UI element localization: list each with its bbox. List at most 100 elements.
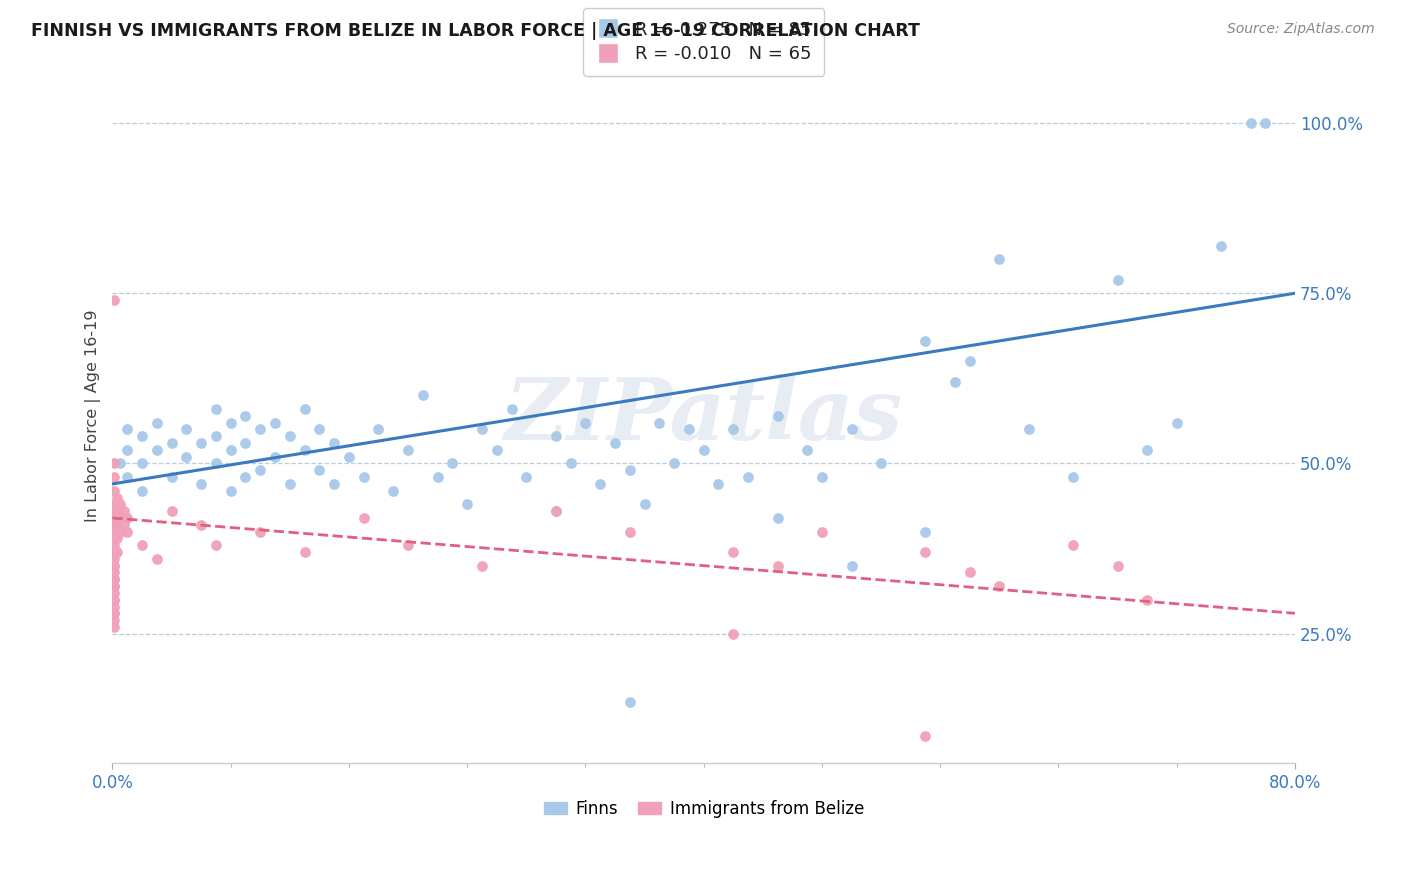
Point	[574, 416, 596, 430]
Point	[103, 517, 125, 532]
Point	[1240, 116, 1263, 130]
Point	[811, 470, 834, 484]
Point	[103, 620, 125, 634]
Point	[219, 442, 242, 457]
Point	[323, 477, 346, 491]
Point	[337, 450, 360, 464]
Point	[103, 470, 125, 484]
Point	[103, 572, 125, 586]
Point	[1062, 470, 1084, 484]
Point	[766, 511, 789, 525]
Point	[176, 422, 198, 436]
Point	[105, 517, 128, 532]
Point	[603, 436, 626, 450]
Point	[501, 402, 523, 417]
Point	[959, 354, 981, 368]
Point	[988, 252, 1011, 267]
Point	[235, 409, 257, 423]
Point	[108, 524, 131, 539]
Point	[619, 524, 641, 539]
Point	[112, 504, 135, 518]
Point	[103, 558, 125, 573]
Point	[108, 511, 131, 525]
Point	[103, 545, 125, 559]
Point	[1107, 272, 1129, 286]
Point	[131, 429, 153, 443]
Point	[1254, 116, 1277, 130]
Point	[115, 511, 138, 525]
Point	[914, 729, 936, 743]
Point	[396, 538, 419, 552]
Point	[1209, 238, 1232, 252]
Text: ZIPatlas: ZIPatlas	[505, 374, 903, 458]
Point	[190, 436, 212, 450]
Point	[103, 592, 125, 607]
Point	[766, 558, 789, 573]
Point	[105, 491, 128, 505]
Point	[1136, 592, 1159, 607]
Point	[219, 416, 242, 430]
Point	[115, 422, 138, 436]
Point	[190, 477, 212, 491]
Point	[103, 524, 125, 539]
Point	[145, 442, 167, 457]
Text: FINNISH VS IMMIGRANTS FROM BELIZE IN LABOR FORCE | AGE 16-19 CORRELATION CHART: FINNISH VS IMMIGRANTS FROM BELIZE IN LAB…	[31, 22, 920, 40]
Point	[544, 504, 567, 518]
Point	[723, 545, 745, 559]
Point	[811, 524, 834, 539]
Point	[959, 566, 981, 580]
Point	[648, 416, 671, 430]
Point	[678, 422, 700, 436]
Point	[456, 497, 478, 511]
Point	[723, 626, 745, 640]
Point	[294, 545, 316, 559]
Point	[219, 483, 242, 498]
Point	[103, 545, 125, 559]
Point	[176, 450, 198, 464]
Point	[308, 422, 330, 436]
Point	[249, 463, 271, 477]
Point	[103, 586, 125, 600]
Point	[103, 532, 125, 546]
Point	[662, 457, 685, 471]
Point	[190, 517, 212, 532]
Point	[619, 695, 641, 709]
Point	[103, 579, 125, 593]
Point	[205, 457, 228, 471]
Point	[131, 457, 153, 471]
Point	[367, 422, 389, 436]
Point	[103, 551, 125, 566]
Point	[105, 545, 128, 559]
Point	[108, 497, 131, 511]
Point	[145, 551, 167, 566]
Point	[943, 375, 966, 389]
Point	[103, 511, 125, 525]
Point	[544, 429, 567, 443]
Point	[112, 517, 135, 532]
Point	[515, 470, 537, 484]
Point	[723, 422, 745, 436]
Point	[235, 470, 257, 484]
Point	[108, 457, 131, 471]
Point	[235, 436, 257, 450]
Point	[426, 470, 449, 484]
Point	[766, 409, 789, 423]
Point	[560, 457, 582, 471]
Point	[264, 416, 287, 430]
Point	[103, 558, 125, 573]
Point	[103, 592, 125, 607]
Point	[103, 293, 125, 307]
Point	[796, 442, 818, 457]
Point	[841, 422, 863, 436]
Point	[589, 477, 612, 491]
Point	[323, 436, 346, 450]
Point	[412, 388, 434, 402]
Point	[619, 463, 641, 477]
Point	[160, 504, 183, 518]
Point	[693, 442, 716, 457]
Point	[382, 483, 405, 498]
Point	[105, 504, 128, 518]
Point	[103, 483, 125, 498]
Point	[308, 463, 330, 477]
Point	[131, 483, 153, 498]
